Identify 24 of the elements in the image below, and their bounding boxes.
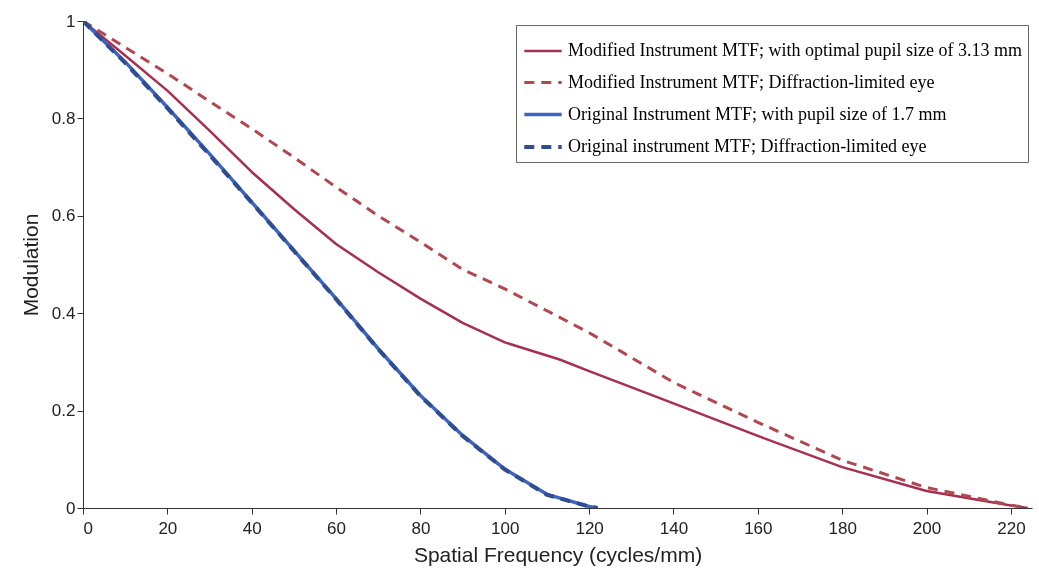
x-tick-label: 220 bbox=[997, 518, 1026, 538]
y-tick-label: 1 bbox=[66, 11, 76, 31]
x-tick-label: 180 bbox=[828, 518, 857, 538]
legend-label: Modified Instrument MTF; with optimal pupil size of 3.13 mm bbox=[568, 40, 1022, 60]
x-tick-label: 160 bbox=[744, 518, 773, 538]
x-tick-label: 200 bbox=[912, 518, 942, 538]
x-tick-label: 0 bbox=[83, 518, 93, 538]
x-tick-label: 100 bbox=[491, 518, 520, 538]
legend-label: Original instrument MTF; Diffraction-limited eye bbox=[568, 136, 927, 156]
x-tick-label: 20 bbox=[158, 518, 178, 538]
x-tick-label: 80 bbox=[411, 518, 431, 538]
y-tick-label: 0.4 bbox=[51, 303, 76, 323]
y-tick-label: 0 bbox=[66, 498, 76, 518]
x-tick-label: 140 bbox=[659, 518, 689, 538]
y-tick-label: 0.2 bbox=[51, 401, 76, 421]
x-tick-label: 40 bbox=[242, 518, 262, 538]
x-tick-label: 120 bbox=[575, 518, 604, 538]
legend-label: Original Instrument MTF; with pupil size of 1.7 mm bbox=[568, 103, 947, 124]
legend-label: Modified Instrument MTF; Diffraction-limited eye bbox=[568, 71, 935, 92]
x-tick-label: 60 bbox=[327, 518, 347, 538]
y-tick-label: 0.6 bbox=[51, 206, 76, 226]
x-axis-title: Spatial Frequency (cycles/mm) bbox=[413, 542, 703, 566]
y-axis-title: Modulation bbox=[18, 213, 42, 317]
y-tick-label: 0.8 bbox=[51, 108, 76, 128]
